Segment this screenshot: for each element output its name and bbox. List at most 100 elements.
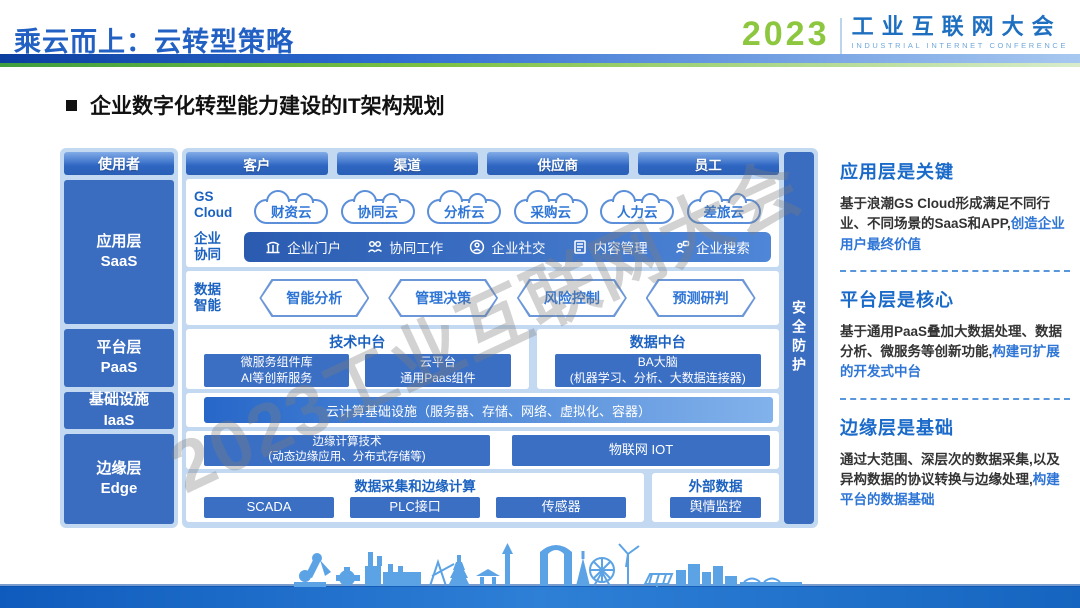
cloud-finance: 财资云 bbox=[254, 198, 329, 224]
collab-content: 内容管理 bbox=[572, 237, 648, 257]
search-icon bbox=[674, 239, 690, 255]
gs-cloud-label: GS Cloud bbox=[194, 189, 233, 220]
edge-computing-box: 边缘计算技术 (动态边缘应用、分布式存储等) bbox=[204, 434, 490, 466]
hex-forecast: 预测研判 bbox=[645, 279, 756, 317]
social-icon bbox=[469, 239, 485, 255]
middle-platform-row: 技术中台 微服务组件库 AI等创新服务 云平台 通用Paas组件 数据中台 BA… bbox=[186, 329, 779, 389]
stakeholder-employee: 员工 bbox=[637, 152, 779, 175]
layer-paas: 平台层 PaaS bbox=[64, 329, 174, 388]
section-title: 企业数字化转型能力建设的IT架构规划 bbox=[66, 90, 445, 120]
hex-smart-analysis: 智能分析 bbox=[259, 279, 370, 317]
edge-panel: 边缘计算技术 (动态边缘应用、分布式存储等) 物联网 IOT bbox=[186, 431, 779, 469]
sidebar-body-app-blue: 创造企业用户最终价值 bbox=[840, 216, 1065, 252]
data-intel-items: 智能分析 管理决策 风险控制 预测研判 bbox=[244, 279, 771, 317]
sidebar-section-platform: 平台层是核心 基于通用PaaS叠加大数据处理、数据分析、微服务等创新功能,构建可… bbox=[840, 286, 1072, 383]
data-collect-panel: 数据采集和边缘计算 SCADA PLC接口 传感器 bbox=[186, 473, 645, 522]
data-platform-panel: 数据中台 BA大脑 (机器学习、分析、大数据连接器) bbox=[536, 329, 779, 389]
sidebar-section-app: 应用层是关键 基于浪潮GS Cloud形成满足不同行业、不同场景的SaaS和AP… bbox=[840, 158, 1072, 255]
sidebar-body-platform-blue: 构建可扩展的开发式中台 bbox=[840, 344, 1060, 380]
logo-subtitle-en: INDUSTRIAL INTERNET CONFERENCE bbox=[851, 41, 1068, 50]
stakeholder-row: 客户 渠道 供应商 员工 bbox=[186, 152, 779, 175]
header-green-line bbox=[0, 63, 1080, 67]
cloud-infra-panel: 云计算基础设施（服务器、存储、网络、虚拟化、容器） bbox=[186, 393, 779, 427]
logo-year: 2023 bbox=[741, 15, 830, 53]
box-sensor: 传感器 bbox=[496, 497, 627, 518]
teamwork-icon bbox=[367, 239, 383, 255]
sidebar-heading-edge: 边缘层是基础 bbox=[840, 417, 954, 438]
layer-edge: 边缘层 Edge bbox=[64, 434, 174, 524]
cloud-hr: 人力云 bbox=[600, 198, 675, 224]
collab-search-label: 企业搜索 bbox=[695, 241, 750, 256]
content-icon bbox=[572, 239, 588, 255]
tech-box-microservices: 微服务组件库 AI等创新服务 bbox=[204, 354, 350, 388]
dashed-divider bbox=[840, 397, 1070, 400]
sidebar-body-edge-blue: 构建平台的数据基础 bbox=[840, 471, 1060, 507]
external-data-title: 外部数据 bbox=[688, 479, 743, 494]
cloud-analytics: 分析云 bbox=[427, 198, 502, 224]
section-title-text: 企业数字化转型能力建设的IT架构规划 bbox=[90, 95, 445, 118]
box-opinion-monitor: 舆情监控 bbox=[670, 497, 761, 518]
sidebar-body-edge: 通过大范围、深层次的数据采集,以及异构数据的协议转换与边缘处理,构建平台的数据基… bbox=[840, 450, 1072, 511]
bottom-row: 数据采集和边缘计算 SCADA PLC接口 传感器 外部数据 舆情监控 bbox=[186, 473, 779, 522]
security-bar: 安全防护 bbox=[784, 152, 814, 524]
box-scada: SCADA bbox=[204, 497, 335, 518]
collab-portal-label: 企业门户 bbox=[287, 241, 342, 256]
diagram-content: 客户 渠道 供应商 员工 GS Cloud 财资云 协同云 分析云 采购云 人力… bbox=[186, 152, 779, 524]
collab-social-label: 企业社交 bbox=[491, 241, 546, 256]
collab-bar: 企业门户 协同工作 企业社交 内容管理 bbox=[244, 232, 771, 262]
data-collect-title: 数据采集和边缘计算 bbox=[354, 479, 476, 494]
tech-platform-panel: 技术中台 微服务组件库 AI等创新服务 云平台 通用Paas组件 bbox=[186, 329, 529, 389]
page-title: 乘云而上：云转型策略 bbox=[14, 27, 294, 57]
header-blue-bar bbox=[0, 54, 1080, 63]
architecture-diagram: 客户 渠道 供应商 员工 GS Cloud 财资云 协同云 分析云 采购云 人力… bbox=[182, 148, 818, 528]
collab-social: 企业社交 bbox=[469, 237, 545, 257]
stakeholder-channel: 渠道 bbox=[336, 152, 478, 175]
logo-divider bbox=[839, 18, 842, 64]
logo-name: 工业互联网大会 bbox=[851, 14, 1062, 39]
cloud-collab: 协同云 bbox=[340, 198, 415, 224]
layer-iaas: 基础设施 IaaS bbox=[64, 391, 174, 430]
collab-teamwork: 协同工作 bbox=[367, 237, 443, 257]
stakeholder-supplier: 供应商 bbox=[487, 152, 629, 175]
collab-portal: 企业门户 bbox=[265, 237, 341, 257]
users-header: 使用者 bbox=[64, 152, 174, 175]
annotations-sidebar: 应用层是关键 基于浪潮GS Cloud形成满足不同行业、不同场景的SaaS和AP… bbox=[840, 158, 1072, 510]
data-platform-title: 数据中台 bbox=[629, 334, 686, 350]
bullet-square bbox=[66, 99, 77, 111]
tech-box-cloud-platform: 云平台 通用Paas组件 bbox=[365, 354, 511, 388]
data-intel-panel: 数据 智能 智能分析 管理决策 风险控制 预测研判 bbox=[186, 271, 779, 325]
cloud-services: 财资云 协同云 分析云 采购云 人力云 差旅云 bbox=[244, 187, 771, 224]
layer-legend-column: 使用者 应用层 SaaS 平台层 PaaS 基础设施 IaaS 边缘层 Edge bbox=[60, 148, 178, 528]
hex-mgmt-decision: 管理决策 bbox=[388, 279, 499, 317]
collab-row: 企业 协同 企业门户 协同工作 企业社交 bbox=[194, 231, 771, 263]
collab-content-label: 内容管理 bbox=[593, 241, 648, 256]
sidebar-body-platform-dark: 基于通用PaaS叠加大数据处理、数据分析、微服务等创新功能, bbox=[840, 323, 1063, 359]
sidebar-heading-platform: 平台层是核心 bbox=[840, 289, 954, 310]
saas-panel: GS Cloud 财资云 协同云 分析云 采购云 人力云 差旅云 企业 协同 bbox=[186, 179, 779, 267]
dashed-divider bbox=[840, 269, 1070, 272]
layer-saas: 应用层 SaaS bbox=[64, 180, 174, 325]
skyline-graphic bbox=[0, 536, 1080, 608]
gs-cloud-row: GS Cloud 财资云 协同云 分析云 采购云 人力云 差旅云 bbox=[194, 183, 771, 227]
hex-risk-control: 风险控制 bbox=[516, 279, 627, 317]
collab-teamwork-label: 协同工作 bbox=[389, 241, 444, 256]
sidebar-body-platform: 基于通用PaaS叠加大数据处理、数据分析、微服务等创新功能,构建可扩展的开发式中… bbox=[840, 322, 1072, 383]
external-data-panel: 外部数据 舆情监控 bbox=[652, 473, 779, 522]
iot-box: 物联网 IOT bbox=[512, 434, 770, 466]
collab-label: 企业 协同 bbox=[194, 231, 221, 262]
portal-icon bbox=[265, 239, 281, 255]
collab-search: 企业搜索 bbox=[674, 237, 750, 257]
stakeholder-customer: 客户 bbox=[186, 152, 328, 175]
sidebar-body-app-dark: 基于浪潮GS Cloud形成满足不同行业、不同场景的SaaS和APP, bbox=[840, 196, 1050, 232]
sidebar-heading-app: 应用层是关键 bbox=[840, 162, 954, 182]
box-plc: PLC接口 bbox=[350, 497, 481, 518]
cloud-infra-bar: 云计算基础设施（服务器、存储、网络、虚拟化、容器） bbox=[204, 397, 773, 423]
cloud-procure: 采购云 bbox=[513, 198, 588, 224]
tech-platform-title: 技术中台 bbox=[329, 334, 386, 350]
sidebar-body-edge-dark: 通过大范围、深层次的数据采集,以及异构数据的协议转换与边缘处理, bbox=[840, 451, 1060, 487]
sidebar-section-edge: 边缘层是基础 通过大范围、深层次的数据采集,以及异构数据的协议转换与边缘处理,构… bbox=[840, 414, 1072, 511]
cloud-travel: 差旅云 bbox=[686, 198, 761, 224]
data-intel-label: 数据 智能 bbox=[194, 282, 221, 313]
data-box-ba-brain: BA大脑 (机器学习、分析、大数据连接器) bbox=[554, 354, 761, 388]
